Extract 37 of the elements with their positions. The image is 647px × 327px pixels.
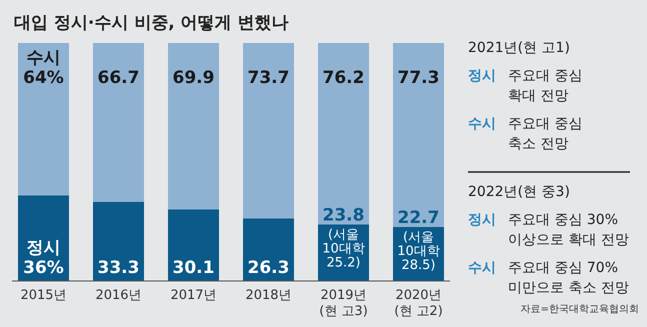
text: 2022년(현 중3) — [468, 184, 570, 200]
data-label: 26.3 — [248, 258, 290, 278]
bar — [93, 202, 144, 281]
data-label: 30.1 — [172, 258, 214, 278]
x-tick-label: 2017년 — [170, 288, 217, 303]
x-tick-label: 2020년 (현 고2) — [394, 288, 443, 319]
data-label: 77.3 — [398, 68, 440, 88]
text: 2021년(현 고1) — [468, 40, 570, 56]
bar — [168, 43, 219, 210]
data-label: 23.8 (서울 10대학 25.2) — [322, 205, 365, 270]
bar — [93, 43, 144, 202]
x-tick-label: 2018년 — [245, 288, 292, 303]
series-label: 수시 — [26, 48, 60, 68]
series-label: 정시 — [26, 238, 60, 258]
text: 자료=한국대학교육협의회 — [520, 304, 639, 315]
data-label: 22.7 (서울 10대학 28.5) — [397, 208, 440, 273]
x-tick-label: 2019년 (현 고3) — [319, 288, 368, 319]
text: 수시 주요대 중심 70% 미만으로 축소 전망 — [468, 260, 629, 296]
chart-title: 대입 정시·수시 비중, 어떻게 변했나 — [14, 13, 289, 33]
bar — [18, 43, 69, 196]
data-label: 69.9 — [172, 68, 214, 88]
data-label: 66.7 — [98, 68, 140, 88]
data-label: 64% — [23, 68, 64, 88]
data-label: 33.3 — [98, 258, 140, 278]
text: 정시 주요대 중심 확대 전망 — [468, 68, 582, 104]
bar — [243, 43, 294, 218]
bar — [318, 43, 369, 224]
x-tick-label: 2015년 — [20, 288, 67, 303]
bar — [393, 43, 444, 227]
bar — [243, 218, 294, 281]
text: 수시 주요대 중심 축소 전망 — [468, 116, 582, 152]
x-tick-label: 2016년 — [95, 288, 142, 303]
bar — [168, 209, 219, 281]
data-label: 36% — [23, 258, 64, 278]
data-label: 76.2 — [322, 68, 364, 88]
text: 정시 주요대 중심 30% 이상으로 확대 전망 — [468, 212, 629, 248]
data-label: 73.7 — [248, 68, 290, 88]
